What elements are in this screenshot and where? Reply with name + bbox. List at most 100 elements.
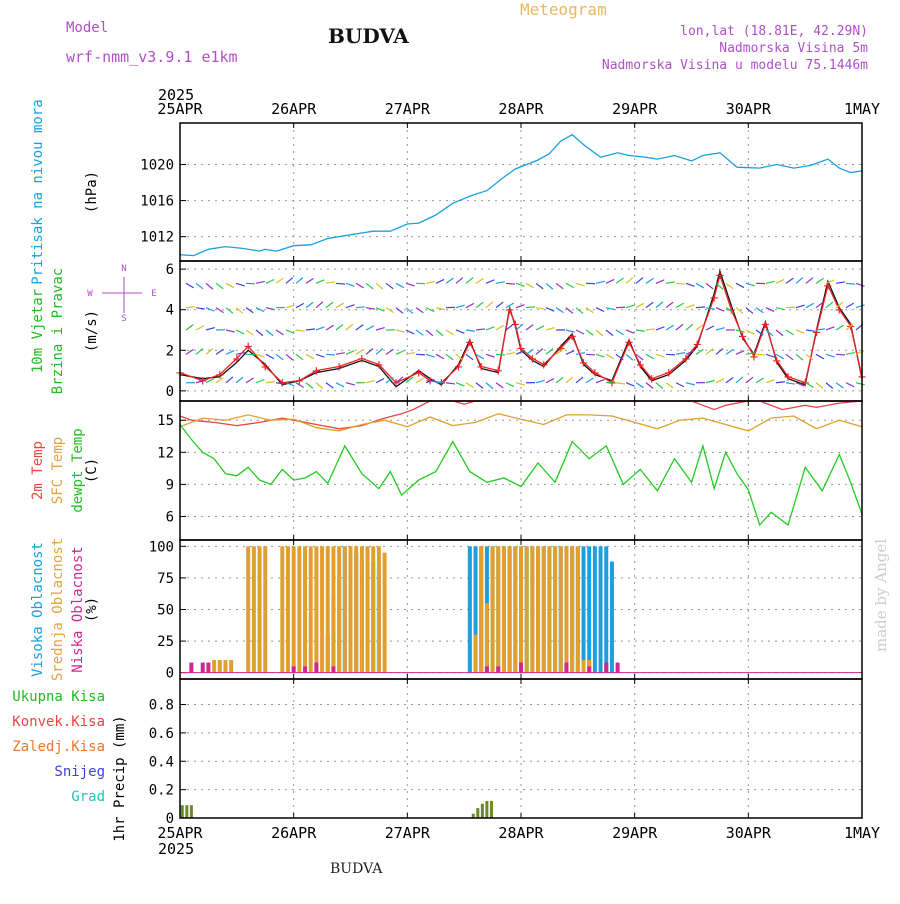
wind-arrow bbox=[766, 380, 774, 383]
bar-srednja-oblacnost bbox=[553, 546, 557, 672]
wind-arrow bbox=[366, 326, 374, 330]
wind-arrow bbox=[266, 354, 274, 358]
wind-arrow bbox=[286, 330, 294, 333]
precip-legend-item: Ukupna Kisa bbox=[12, 689, 105, 705]
wind-arrow bbox=[556, 283, 563, 288]
wind-arrow bbox=[456, 383, 464, 386]
wind-arrow bbox=[346, 305, 354, 308]
y-tick-label: 1012 bbox=[140, 230, 174, 246]
wind-arrow bbox=[846, 303, 854, 308]
bar-srednja-oblacnost bbox=[474, 635, 478, 673]
bar-srednja-oblacnost bbox=[263, 546, 267, 672]
gust-point-marker: + bbox=[710, 291, 718, 307]
bar-srednja-oblacnost bbox=[229, 660, 233, 673]
wind-arrow bbox=[396, 283, 404, 287]
bar-srednja-oblacnost bbox=[519, 546, 523, 672]
wind-arrow bbox=[376, 283, 383, 289]
gust-point-marker: + bbox=[608, 376, 616, 392]
wind-arrow bbox=[236, 377, 243, 383]
wind-arrow bbox=[326, 354, 335, 355]
wind-arrow bbox=[336, 324, 343, 330]
bar-niska-oblacnost bbox=[303, 666, 307, 672]
bar-srednja-oblacnost bbox=[303, 546, 307, 672]
bar-visoka-oblacnost bbox=[610, 561, 614, 672]
wind-arrow bbox=[626, 305, 635, 308]
wind-arrow bbox=[286, 305, 295, 308]
bar-ukupna-kisa bbox=[476, 808, 479, 818]
wind-arrow bbox=[396, 308, 403, 314]
bar-srednja-oblacnost bbox=[354, 546, 358, 672]
bar-srednja-oblacnost bbox=[479, 546, 483, 672]
wind-arrow bbox=[656, 327, 664, 330]
wind-arrow bbox=[426, 330, 433, 336]
bar-ukupna-kisa bbox=[185, 805, 188, 818]
wind-arrow bbox=[726, 283, 733, 288]
wind-arrow bbox=[226, 330, 235, 332]
y-tick-label: 0 bbox=[166, 811, 174, 827]
wind-arrow bbox=[346, 324, 353, 330]
wind-arrow bbox=[576, 353, 585, 355]
wind-arrow bbox=[496, 282, 505, 283]
bar-srednja-oblacnost bbox=[246, 546, 250, 672]
wind-arrow bbox=[826, 354, 835, 357]
wind-arrow bbox=[806, 303, 814, 307]
wind-arrow bbox=[546, 308, 554, 312]
wind-arrow bbox=[676, 303, 684, 308]
bar-ukupna-kisa bbox=[190, 805, 193, 818]
wind-arrow bbox=[676, 283, 685, 284]
wind-arrow bbox=[796, 330, 804, 333]
time-label-top: 30APR bbox=[726, 100, 772, 118]
panel-frame bbox=[180, 679, 862, 818]
wind-arrow bbox=[746, 330, 754, 334]
bar-srednja-oblacnost bbox=[286, 546, 290, 672]
wind-arrow bbox=[436, 354, 444, 358]
bar-niska-oblacnost bbox=[314, 663, 318, 673]
y-axis-label: Brzina i Pravac bbox=[50, 268, 66, 394]
wind-arrow bbox=[686, 305, 695, 308]
gust-point-marker: + bbox=[437, 376, 445, 392]
wind-arrow bbox=[796, 354, 803, 360]
wind-arrow bbox=[206, 349, 213, 355]
wind-arrow bbox=[836, 354, 845, 355]
wind-arrow bbox=[746, 377, 753, 383]
bar-srednja-oblacnost bbox=[223, 660, 227, 673]
wind-arrow bbox=[416, 330, 423, 335]
bar-niska-oblacnost bbox=[616, 663, 620, 673]
y-tick-label: 1020 bbox=[140, 157, 174, 173]
wind-arrow bbox=[366, 380, 375, 382]
wind-arrow bbox=[666, 302, 673, 308]
wind-arrow bbox=[706, 283, 713, 289]
y-axis-label: 2m Temp bbox=[30, 441, 46, 500]
y-tick-label: 2 bbox=[166, 343, 174, 359]
wind-arrow bbox=[666, 282, 675, 283]
wind-arrow bbox=[736, 308, 743, 314]
wind-arrow bbox=[546, 349, 553, 355]
wind-arrow bbox=[486, 354, 495, 357]
wind-arrow bbox=[256, 380, 264, 383]
wind-arrow bbox=[666, 354, 675, 355]
time-label-bottom: 28APR bbox=[498, 824, 544, 842]
wind-arrow bbox=[636, 303, 644, 307]
wind-arrow bbox=[816, 354, 824, 358]
y-tick-label: 0 bbox=[166, 384, 174, 400]
model-elevation: Nadmorska Visina u modelu 75.1446m bbox=[602, 58, 868, 73]
wind-arrow bbox=[186, 283, 194, 288]
wind-arrow bbox=[356, 283, 364, 288]
model-label: Model bbox=[66, 20, 108, 36]
wind-arrow bbox=[246, 378, 254, 383]
wind-arrow bbox=[656, 302, 663, 308]
wind-arrow bbox=[206, 308, 214, 311]
wind-arrow bbox=[466, 278, 473, 284]
time-label-bottom: 1MAY bbox=[844, 824, 880, 842]
time-label-top: 26APR bbox=[271, 100, 317, 118]
wind-arrow bbox=[626, 330, 634, 333]
wind-arrow bbox=[326, 325, 334, 330]
time-label-top: 28APR bbox=[498, 100, 544, 118]
wind-arrow bbox=[566, 351, 574, 355]
wind-arrow bbox=[416, 354, 425, 355]
wind-arrow bbox=[656, 280, 664, 283]
wind-arrow bbox=[806, 278, 813, 284]
wind-arrow bbox=[606, 279, 614, 283]
wind-arrow bbox=[196, 283, 203, 289]
